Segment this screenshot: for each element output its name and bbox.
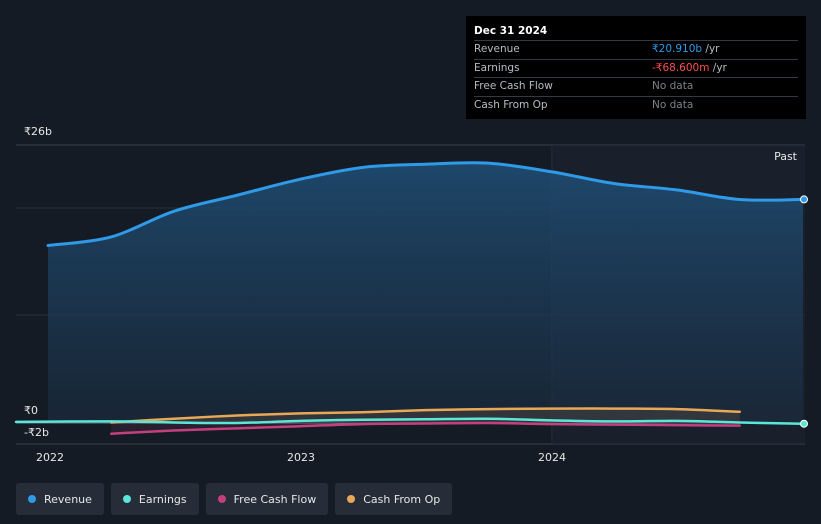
legend-item-free-cash-flow[interactable]: Free Cash Flow [205,483,329,515]
legend-dot-icon [122,495,131,503]
legend-label: Revenue [44,492,92,506]
tooltip-date: Dec 31 2024 [474,25,548,37]
earnings-end-point [800,419,808,428]
tooltip-label: Cash From Op [474,98,548,111]
past-label: Past [774,150,798,163]
tooltip-value: ₹20.910b [652,43,703,55]
legend-dot-icon [347,495,356,503]
y-tick-label: ₹26b [24,125,52,138]
cash-from-op-line [109,407,741,424]
free-cash-flow-line [109,421,741,435]
axis-labels: ₹26b ₹0 -₹2b 2022 2023 2024 Past [24,125,798,464]
tooltip-row-free-cash-flow: Free Cash Flow No data [474,77,798,96]
y-tick-label: -₹2b [24,426,49,439]
revenue-end-point [800,195,808,204]
x-tick-label: 2022 [36,451,64,464]
legend-dot-icon [217,495,226,503]
y-tick-label: ₹0 [24,404,38,417]
tooltip-unit: /yr [709,61,727,74]
tooltip-label: Revenue [474,43,520,55]
tooltip-row-earnings: Earnings -₹68.600m /yr [474,58,798,78]
x-tick-label: 2024 [538,451,566,464]
tooltip-value: No data [652,80,694,92]
legend-label: Earnings [138,492,187,506]
legend-label: Free Cash Flow [233,492,317,506]
revenue-line [46,161,805,248]
tooltip-value: No data [652,98,694,111]
earnings-line [14,417,805,425]
series-lines [14,161,808,435]
legend-item-earnings[interactable]: Earnings [110,483,199,515]
x-tick-label: 2023 [287,451,315,464]
legend-item-revenue[interactable]: Revenue [16,483,104,515]
tooltip-row-revenue: Revenue ₹20.910b /yr [474,40,798,59]
tooltip-row-cash-from-op: Cash From Op No data [474,95,798,115]
legend-item-cash-from-op[interactable]: Cash From Op [335,483,453,515]
tooltip-panel: Dec 31 2024 Revenue ₹20.910b /yr Earning… [466,16,806,119]
cash-from-op-area [111,408,740,423]
tooltip-label: Earnings [474,61,520,74]
tooltip-unit: /yr [702,43,720,55]
free-cash-flow-area [111,422,740,434]
series-areas [48,162,803,434]
legend: Revenue Earnings Free Cash Flow Cash Fro… [16,483,459,515]
tooltip-value: -₹68.600m [652,61,710,74]
revenue-area [48,162,803,424]
legend-dot-icon [28,495,36,503]
legend-label: Cash From Op [363,492,441,506]
tooltip-label: Free Cash Flow [474,80,553,92]
